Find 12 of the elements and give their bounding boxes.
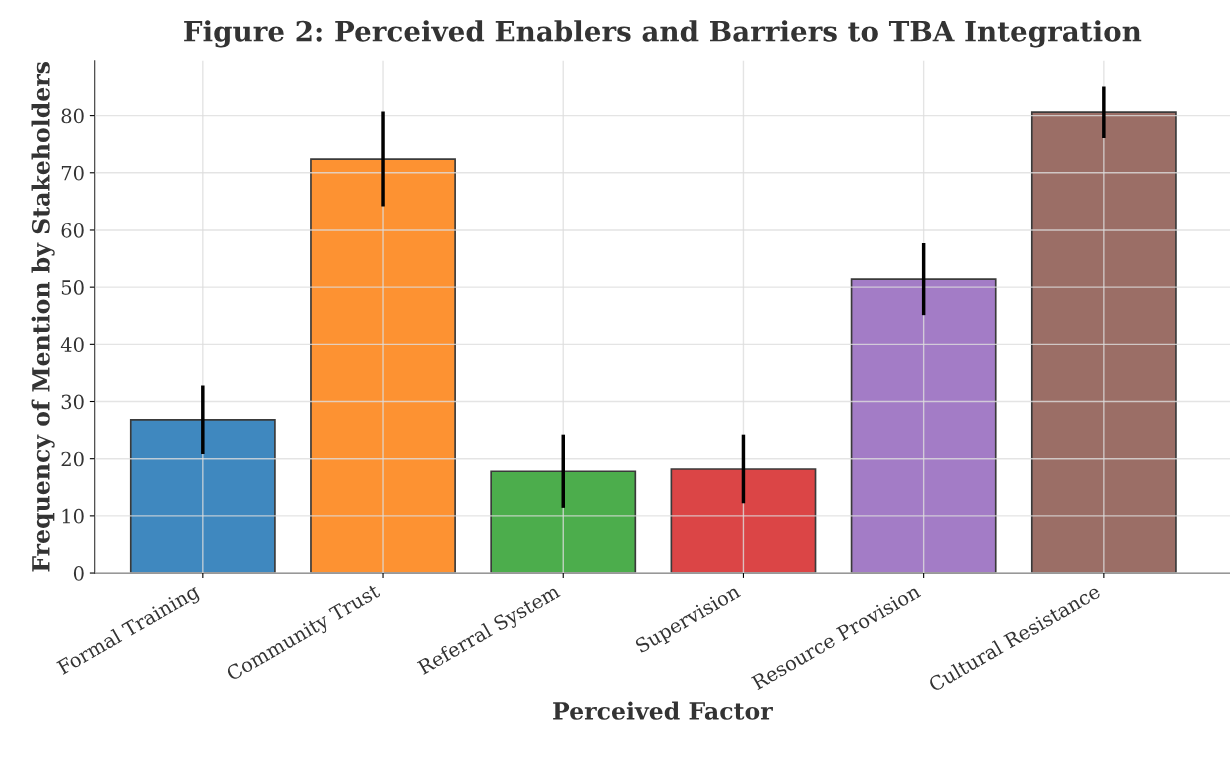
y-tick-label: 0 [73,566,84,581]
y-tick-label: 50 [61,280,84,295]
chart-title: Figure 2: Perceived Enablers and Barriers to TBA Integration [184,20,1142,48]
y-tick-label: 60 [61,222,84,238]
y-axis-title: Frequency of Mention by Stakeholders [31,62,55,572]
y-tick-label: 30 [61,394,84,410]
y-tick-label: 80 [61,108,84,124]
y-tick-label: 10 [62,508,84,524]
x-axis-title: Perceived Factor [553,701,773,720]
y-tick-label: 20 [61,451,84,467]
y-tick-label: 40 [60,337,84,352]
y-tick-label: 70 [61,165,84,181]
